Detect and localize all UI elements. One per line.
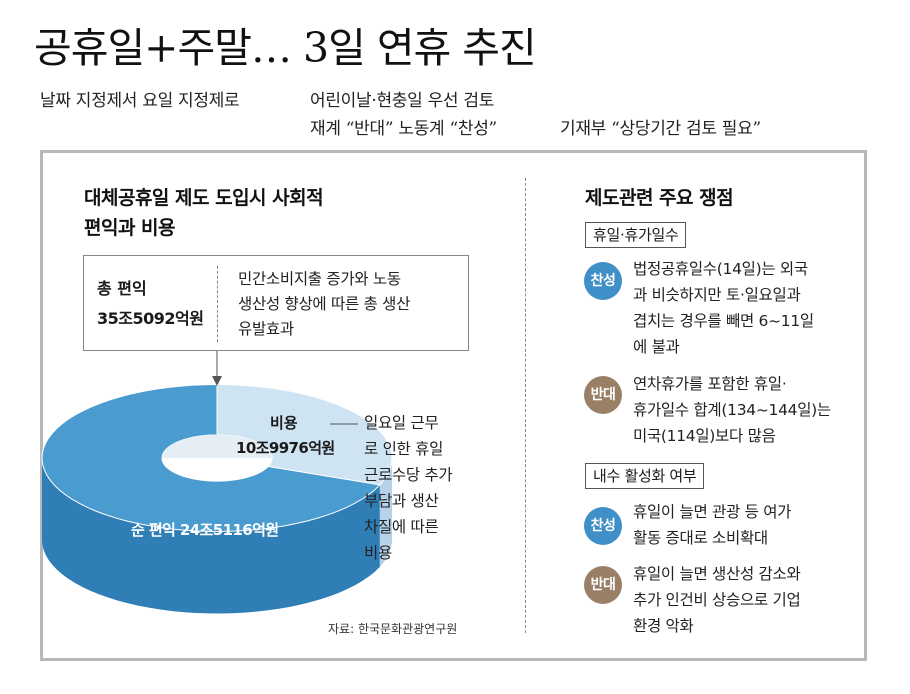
cost-desc-4: 부담과 생산 [364, 492, 439, 510]
total-desc-1: 민간소비지출 증가와 노동 [238, 270, 401, 288]
issue-text: 연차휴가를 포함한 휴일· [633, 375, 787, 393]
issue-text: 에 불과 [633, 338, 680, 356]
topic-tag-domestic: 내수 활성화 여부 [585, 463, 705, 489]
headline: 공휴일+주말… 3일 연휴 추진 [34, 24, 537, 72]
subhead-1-right: 어린이날·현충일 우선 검토 [310, 91, 495, 111]
topic-tag-holidays: 휴일·휴가일수 [585, 222, 687, 248]
donut-group [41, 383, 393, 614]
total-benefit-label: 총 편익 [97, 279, 147, 298]
cost-desc-6: 비용 [364, 544, 392, 562]
badge-con: 반대 [584, 566, 622, 604]
cost-desc-3: 근로수당 추가 [364, 466, 453, 484]
issue-text: 겹치는 경우를 빼면 6~11일 [633, 312, 814, 330]
total-desc-3: 유발효과 [238, 320, 294, 338]
issue-text: 휴일이 늘면 생산성 감소와 [633, 565, 801, 583]
cost-label: 비용 [270, 414, 298, 432]
issue-text: 활동 증대로 소비확대 [633, 529, 768, 547]
issue-text: 법정공휴일수(14일)는 외국 [633, 260, 808, 278]
cost-desc-2: 로 인한 휴일 [364, 440, 444, 458]
net-benefit-value: 24조5116억원 [179, 521, 279, 539]
total-benefit-box [83, 255, 469, 351]
total-benefit-value: 35조5092억원 [97, 309, 204, 328]
cost-desc-1: 일요일 근무 [364, 414, 439, 432]
left-title-line2: 편익과 비용 [84, 217, 176, 239]
issue-text: 휴일이 늘면 관광 등 여가 [633, 503, 792, 521]
callout-pointer-arrow [212, 376, 222, 386]
net-benefit-text: 순 편익 24조5116억원 [131, 519, 279, 540]
subhead-1-left: 날짜 지정제서 요일 지정제로 [40, 91, 240, 111]
donut-inner-wall [162, 434, 272, 458]
total-desc-2: 생산성 향상에 따른 총 생산 [238, 295, 411, 313]
badge-pro: 찬성 [584, 507, 622, 545]
source-note: 자료: 한국문화관광연구원 [328, 622, 458, 636]
cost-desc-5: 차질에 따른 [364, 518, 439, 536]
net-benefit-label: 순 편익 [131, 521, 176, 539]
cost-value: 10조9976억원 [236, 439, 335, 457]
badge-pro: 찬성 [584, 262, 622, 300]
issue-text: 추가 인건비 상승으로 기업 [633, 591, 801, 609]
subhead-2-left: 재계 “반대” 노동계 “찬성” [310, 119, 497, 139]
section-divider [525, 178, 526, 633]
issue-text: 환경 악화 [633, 617, 694, 635]
issue-text: 과 비슷하지만 토·일요일과 [633, 286, 801, 304]
badge-con: 반대 [584, 376, 622, 414]
subhead-2-right: 기재부 “상당기간 검토 필요” [560, 119, 761, 139]
issue-text: 미국(114일)보다 많음 [633, 427, 776, 445]
donut-side-cost [379, 458, 392, 567]
issue-text: 휴가일수 합계(134~144일)는 [633, 401, 831, 419]
callout-separator [217, 266, 218, 342]
left-title-line1: 대체공휴일 제도 도입시 사회적 [84, 187, 324, 209]
donut-side-net [42, 458, 380, 614]
right-title: 제도관련 주요 쟁점 [585, 187, 734, 209]
